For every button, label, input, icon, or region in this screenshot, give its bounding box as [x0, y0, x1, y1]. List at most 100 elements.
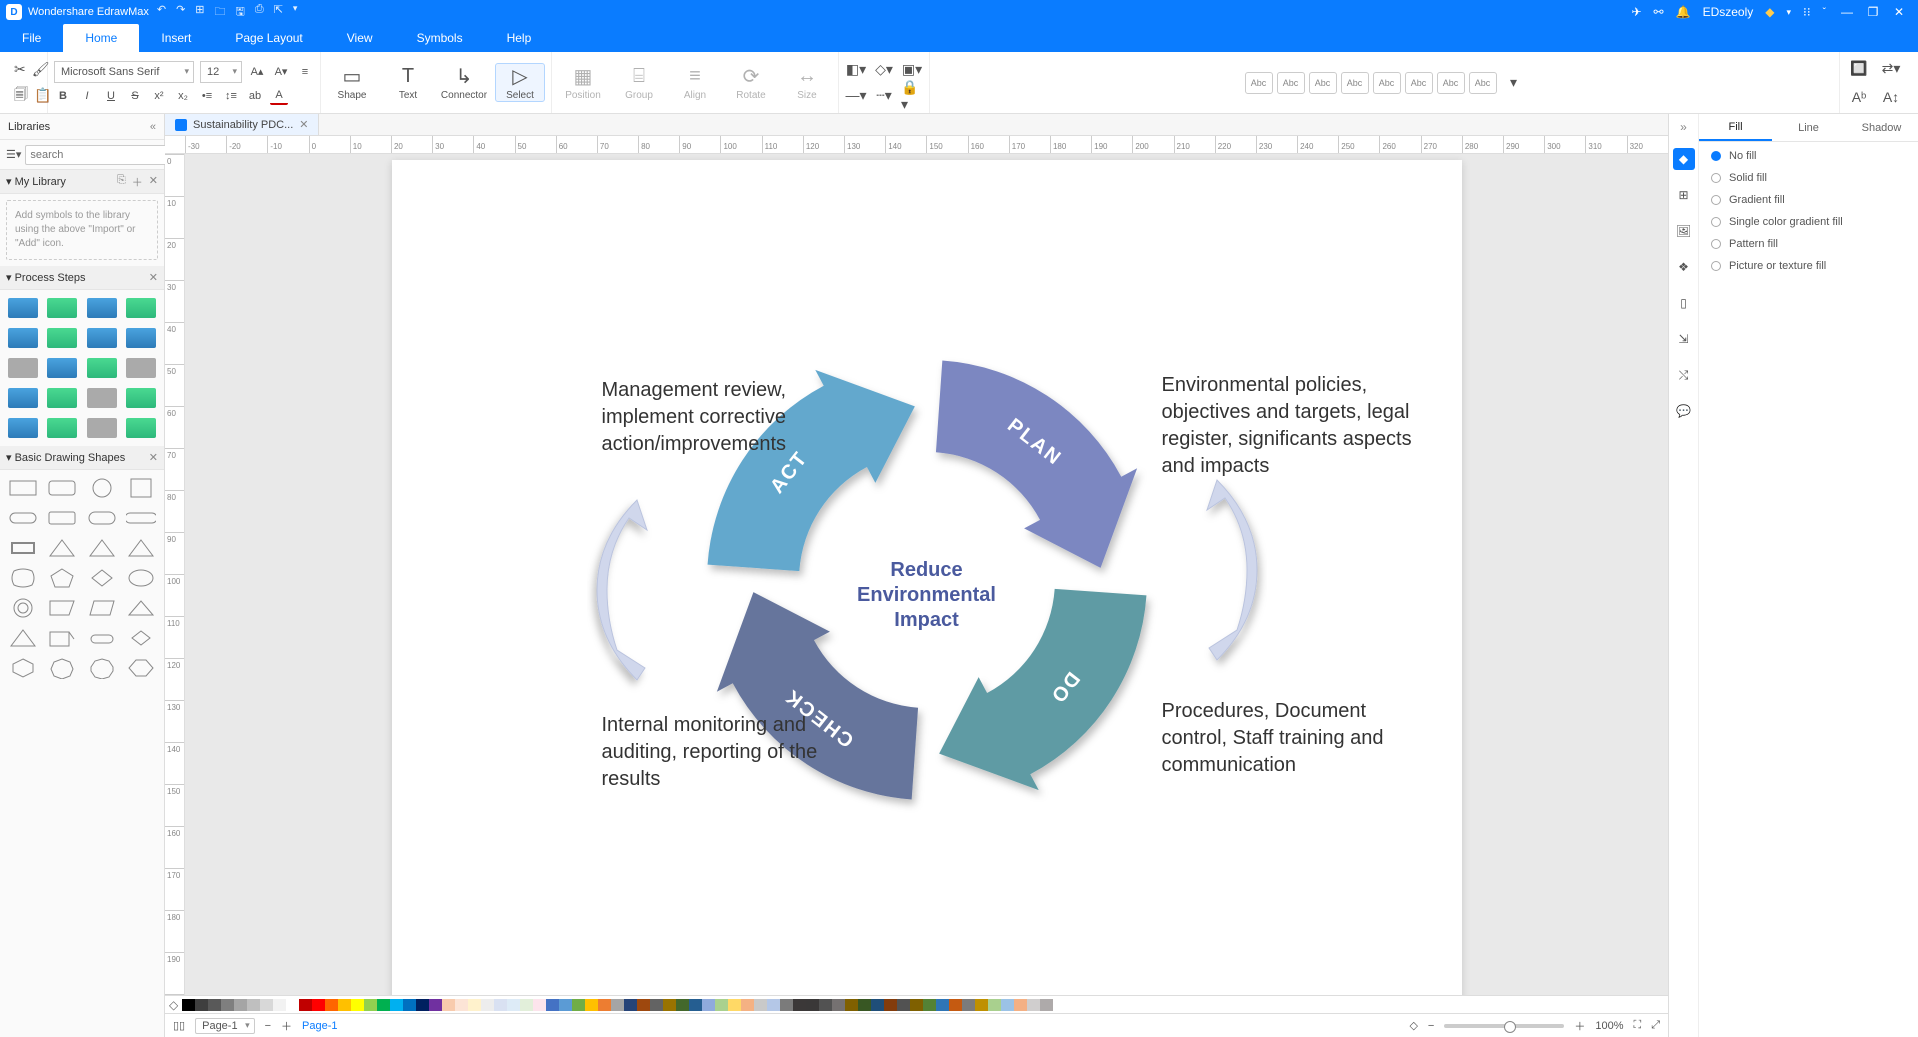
menu-symbols[interactable]: Symbols	[395, 24, 485, 52]
font-size-select[interactable]: 12	[200, 61, 242, 83]
qat-more-icon[interactable]: ▾	[293, 3, 298, 22]
tool-connector-button[interactable]: ↳Connector	[439, 64, 489, 101]
color-swatch[interactable]	[832, 999, 845, 1011]
page-prev-button[interactable]: −	[265, 1020, 271, 1032]
color-swatch[interactable]	[806, 999, 819, 1011]
basic-shape[interactable]	[6, 626, 40, 650]
color-swatch[interactable]	[481, 999, 494, 1011]
color-swatch[interactable]	[819, 999, 832, 1011]
text-align-button[interactable]: ≡	[296, 63, 314, 81]
shadow-style-button[interactable]: ▣▾	[901, 59, 923, 81]
process-step-shape[interactable]	[6, 416, 40, 440]
process-step-shape[interactable]	[46, 296, 80, 320]
style-gallery-more-button[interactable]: ▾	[1503, 72, 1525, 94]
color-swatch[interactable]	[962, 999, 975, 1011]
color-swatch[interactable]	[741, 999, 754, 1011]
rail-page-icon[interactable]: ▯	[1673, 292, 1695, 314]
properties-tab-fill[interactable]: Fill	[1699, 114, 1772, 141]
library-close-icon[interactable]: ✕	[149, 174, 158, 190]
font-family-select[interactable]: Microsoft Sans Serif	[54, 61, 194, 83]
increase-font-button[interactable]: A▴	[248, 63, 266, 81]
text-direction-button[interactable]: A↕	[1880, 86, 1902, 108]
process-step-shape[interactable]	[85, 356, 119, 380]
process-step-shape[interactable]	[6, 356, 40, 380]
redo-icon[interactable]: ↷	[176, 3, 185, 22]
style-swatch-4[interactable]: Abc	[1373, 72, 1401, 94]
process-step-shape[interactable]	[85, 326, 119, 350]
color-swatch[interactable]	[182, 999, 195, 1011]
process-step-shape[interactable]	[125, 296, 159, 320]
decrease-font-button[interactable]: A▾	[272, 63, 290, 81]
library-add-icon[interactable]: ＋	[132, 174, 143, 190]
menu-help[interactable]: Help	[485, 24, 554, 52]
copy-button[interactable]: 🗐	[14, 85, 28, 107]
user-menu-caret-icon[interactable]: ▾	[1786, 7, 1791, 18]
bullets-button[interactable]: •≡	[198, 87, 216, 105]
italic-button[interactable]: I	[78, 87, 96, 105]
color-swatch[interactable]	[299, 999, 312, 1011]
fill-option-solid-fill[interactable]: Solid fill	[1711, 172, 1906, 184]
color-swatch[interactable]	[689, 999, 702, 1011]
color-swatch[interactable]	[338, 999, 351, 1011]
page-nav-icon[interactable]: ▯▯	[173, 1019, 185, 1032]
char-spacing-button[interactable]: ab	[246, 87, 264, 105]
color-swatch[interactable]	[910, 999, 923, 1011]
color-swatch[interactable]	[663, 999, 676, 1011]
color-swatch[interactable]	[884, 999, 897, 1011]
line-spacing-button[interactable]: ↕≡	[222, 87, 240, 105]
page-selector[interactable]: Page-1	[195, 1018, 254, 1034]
basic-shape[interactable]	[46, 506, 80, 530]
page-add-button[interactable]: ＋	[281, 1018, 292, 1034]
color-swatch[interactable]	[533, 999, 546, 1011]
basic-shape[interactable]	[125, 656, 159, 680]
basic-shape[interactable]	[46, 566, 80, 590]
color-swatch[interactable]	[702, 999, 715, 1011]
color-swatch[interactable]	[442, 999, 455, 1011]
format-painter-button[interactable]: 🖌	[32, 59, 50, 81]
color-swatch[interactable]	[494, 999, 507, 1011]
process-step-shape[interactable]	[6, 386, 40, 410]
color-swatch[interactable]	[351, 999, 364, 1011]
basic-shape[interactable]	[85, 596, 119, 620]
basic-shape[interactable]	[85, 656, 119, 680]
basic-shape[interactable]	[85, 566, 119, 590]
process-step-shape[interactable]	[125, 386, 159, 410]
color-swatch[interactable]	[754, 999, 767, 1011]
color-swatch[interactable]	[637, 999, 650, 1011]
fit-page-button[interactable]: ⛶	[1633, 1019, 1641, 1032]
color-swatch[interactable]	[325, 999, 338, 1011]
fill-option-single-color-gradient-fill[interactable]: Single color gradient fill	[1711, 216, 1906, 228]
color-swatch[interactable]	[286, 999, 299, 1011]
rail-image-icon[interactable]: 🖼	[1673, 220, 1695, 242]
style-swatch-5[interactable]: Abc	[1405, 72, 1433, 94]
fill-option-no-fill[interactable]: No fill	[1711, 150, 1906, 162]
color-swatch[interactable]	[585, 999, 598, 1011]
menu-file[interactable]: File	[0, 24, 63, 52]
rail-export-icon[interactable]: ⇲	[1673, 328, 1695, 350]
zoom-out-button[interactable]: −	[1428, 1020, 1434, 1032]
rail-fill-icon[interactable]: ◆	[1673, 148, 1695, 170]
fill-option-gradient-fill[interactable]: Gradient fill	[1711, 194, 1906, 206]
rail-layers-icon[interactable]: ❖	[1673, 256, 1695, 278]
style-swatch-0[interactable]: Abc	[1245, 72, 1273, 94]
basic-shape[interactable]	[125, 476, 159, 500]
color-swatch[interactable]	[403, 999, 416, 1011]
basic-shape[interactable]	[125, 626, 159, 650]
basic-shape[interactable]	[85, 476, 119, 500]
color-swatch[interactable]	[611, 999, 624, 1011]
process-step-shape[interactable]	[85, 296, 119, 320]
line-style-button[interactable]: ◇▾	[873, 59, 895, 81]
color-swatch[interactable]	[1001, 999, 1014, 1011]
user-name[interactable]: EDszeoly	[1703, 5, 1754, 19]
color-swatch[interactable]	[845, 999, 858, 1011]
find-button[interactable]: 🔲	[1848, 58, 1870, 80]
color-swatch[interactable]	[624, 999, 637, 1011]
process-step-shape[interactable]	[85, 386, 119, 410]
basic-shape[interactable]	[46, 656, 80, 680]
color-swatch[interactable]	[364, 999, 377, 1011]
basic-shape[interactable]	[46, 626, 80, 650]
color-swatch[interactable]	[468, 999, 481, 1011]
color-swatch[interactable]	[273, 999, 286, 1011]
properties-tab-line[interactable]: Line	[1772, 114, 1845, 141]
basic-shape[interactable]	[125, 566, 159, 590]
